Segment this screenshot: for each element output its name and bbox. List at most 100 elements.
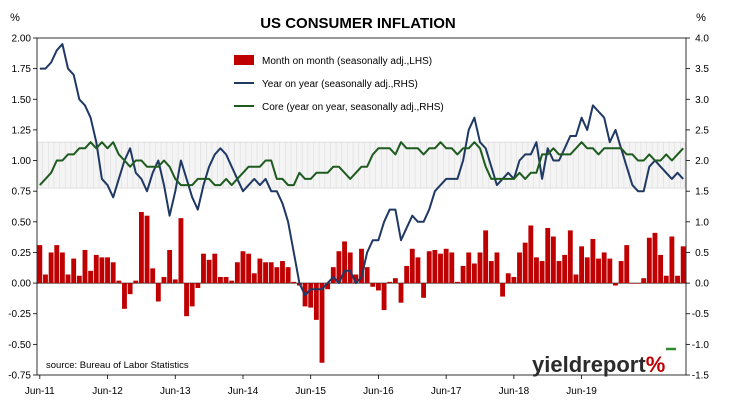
mom-bar [500, 283, 506, 297]
right-axis-tick-label: 1.0 [695, 217, 709, 228]
x-axis-tick-label: Jun-13 [160, 386, 191, 397]
mom-bar [460, 265, 466, 284]
mom-bar [251, 273, 257, 284]
left-axis-tick-label: 1.75 [12, 64, 32, 75]
mom-bar [359, 248, 364, 284]
mom-bar [590, 238, 596, 284]
mom-bar [308, 283, 314, 308]
mom-bar [404, 265, 410, 284]
left-axis-tick-label: 1.50 [12, 95, 32, 106]
x-axis-tick-label: Jun-12 [92, 386, 123, 397]
right-axis-tick-label: 2.5 [695, 125, 709, 136]
mom-bar [675, 275, 680, 284]
mom-bar [607, 258, 613, 284]
right-axis-unit: % [696, 12, 706, 24]
mom-bar [257, 258, 263, 284]
mom-bar [178, 218, 184, 284]
mom-bar [426, 251, 432, 284]
mom-bar [155, 283, 161, 302]
mom-bar [37, 245, 43, 284]
mom-bar [511, 276, 517, 284]
mom-bar [573, 274, 579, 284]
mom-bar [550, 236, 556, 284]
mom-bar [387, 281, 393, 284]
mom-bar [263, 262, 268, 284]
mom-bar [133, 280, 139, 284]
mom-bar [93, 254, 99, 284]
mom-bar [629, 283, 635, 284]
left-axis-tick-label: -0.75 [8, 371, 31, 382]
mom-bar [596, 258, 601, 284]
mom-bar [217, 276, 223, 284]
left-axis-tick-label: 1.25 [12, 125, 32, 136]
mom-bar [161, 276, 167, 284]
x-axis-tick-label: Jun-15 [295, 386, 326, 397]
mom-bar [246, 253, 252, 284]
mom-bar [455, 281, 460, 284]
source-note: source: Bureau of Labor Statistics [46, 360, 189, 371]
mom-bar [376, 283, 381, 291]
mom-bar [680, 246, 686, 284]
mom-bar [579, 246, 585, 284]
mom-bar [364, 267, 370, 284]
mom-bar [353, 274, 359, 284]
mom-bar [505, 273, 511, 284]
yoy-line [39, 43, 684, 297]
mom-bar [562, 254, 568, 284]
left-axis-tick-label: 0.25 [12, 248, 32, 259]
mom-bar [466, 252, 472, 284]
mom-bar [522, 242, 528, 284]
mom-bar [658, 254, 664, 284]
left-axis-tick-label: 2.00 [12, 34, 32, 45]
mom-bar [488, 261, 494, 284]
mom-bar [494, 252, 500, 284]
mom-bar [432, 250, 438, 284]
mom-bar [172, 279, 178, 284]
mom-bar [539, 261, 545, 284]
mom-bar [370, 283, 376, 287]
mom-bar [336, 251, 342, 284]
mom-bar [268, 262, 274, 284]
left-axis-tick-label: 0.50 [12, 217, 32, 228]
right-axis-tick-label: 2.0 [695, 156, 709, 167]
mom-bar [285, 267, 291, 284]
mom-bar [240, 251, 246, 284]
mom-bar [110, 262, 116, 284]
left-axis-tick-label: -0.25 [8, 309, 31, 320]
mom-bar [663, 275, 669, 284]
mom-bar [342, 241, 347, 284]
mom-bar [325, 283, 331, 290]
mom-bar [65, 274, 71, 284]
mom-bar [88, 270, 94, 284]
chart-title: US CONSUMER INFLATION [260, 15, 456, 32]
mom-bar [59, 252, 65, 284]
mom-bar [471, 263, 477, 284]
mom-bar [641, 278, 647, 284]
mom-bar [201, 253, 206, 284]
mom-bar [567, 230, 573, 284]
mom-bar [234, 262, 240, 284]
mom-bar [76, 275, 82, 284]
mom-bar [517, 252, 522, 284]
mom-bar [330, 267, 336, 284]
mom-bar [646, 237, 652, 284]
mom-bar [189, 283, 195, 307]
mom-bar [545, 227, 551, 284]
mom-bar [443, 248, 449, 284]
mom-bar [381, 283, 387, 311]
mom-bar [105, 257, 110, 284]
left-axis-tick-label: -0.50 [8, 340, 31, 351]
right-axis-tick-label: 4.0 [695, 34, 709, 45]
mom-bar [71, 258, 77, 284]
mom-bar [483, 230, 489, 284]
mom-bar [601, 252, 607, 284]
x-axis-tick-label: Jun-11 [25, 386, 55, 397]
right-axis-tick-label: -1.0 [692, 340, 710, 351]
brand-logo: yieldreport% [532, 352, 665, 377]
plot-frame [36, 37, 687, 376]
mom-bar [144, 215, 150, 284]
left-axis-tick-label: 0.75 [12, 187, 32, 198]
legend-label: Month on month (seasonally adj.,LHS) [262, 56, 432, 67]
